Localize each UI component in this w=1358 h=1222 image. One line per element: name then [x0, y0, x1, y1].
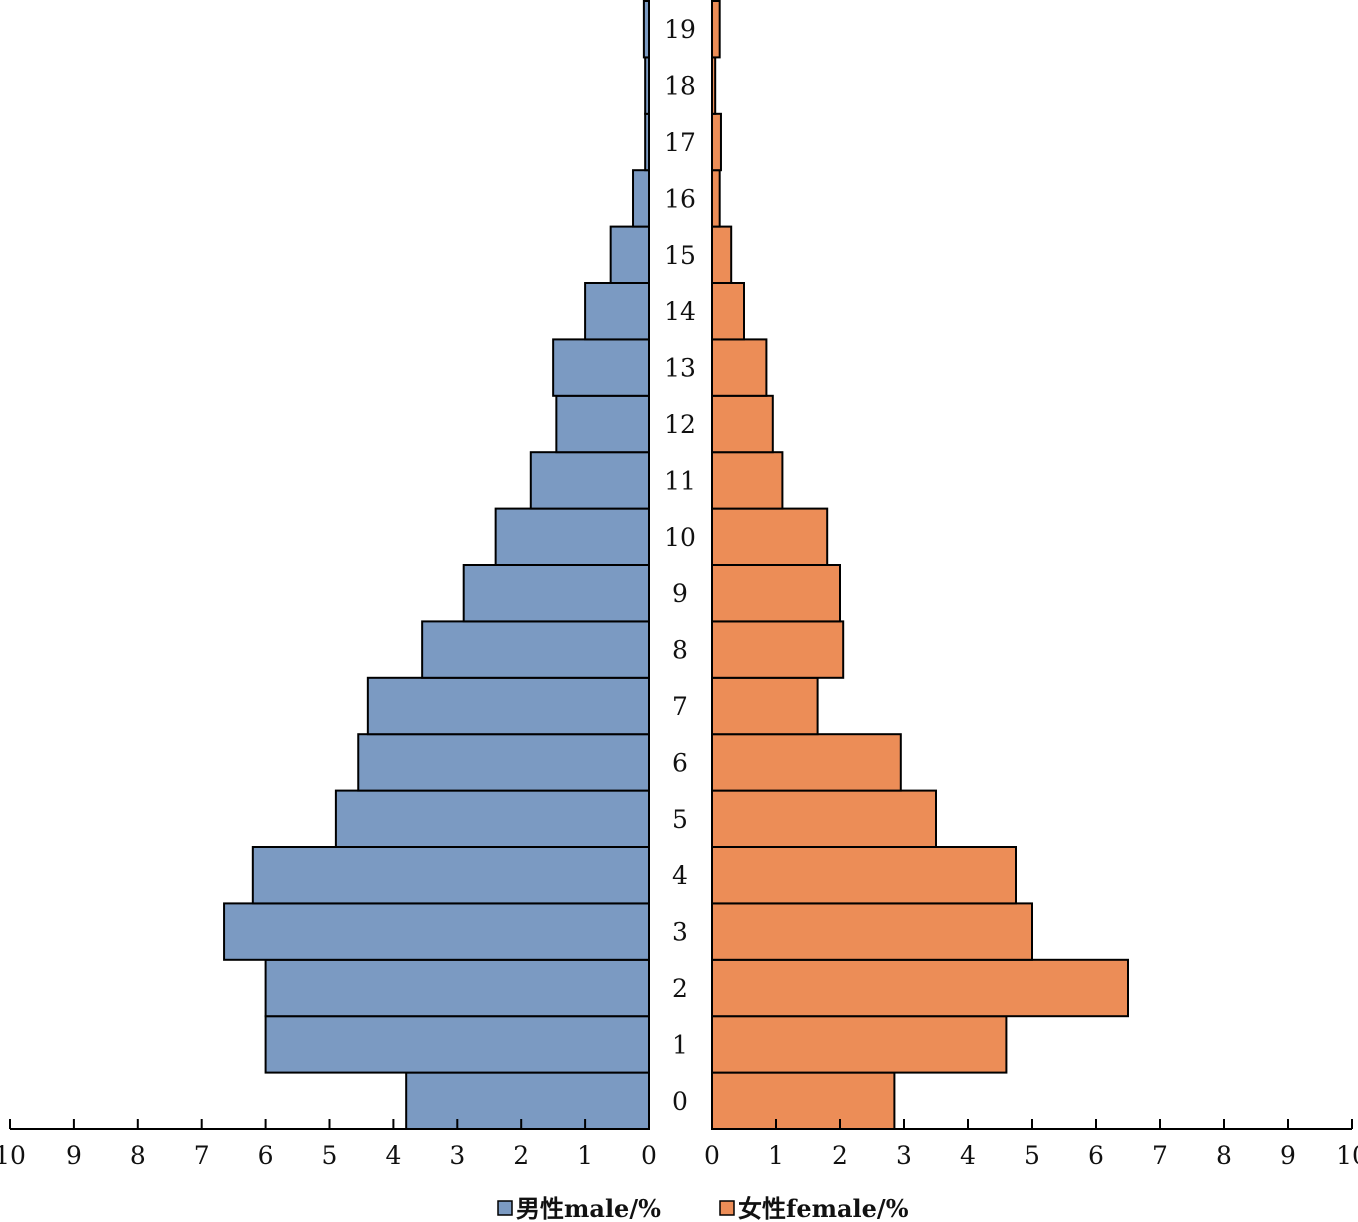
x-tick-label-male-6: 6: [258, 1141, 274, 1170]
age-label-1: 1: [672, 1030, 688, 1059]
female-bars: [711, 0, 1129, 1130]
male-bar-age-11: [529, 451, 650, 510]
x-tick-label-male-3: 3: [449, 1141, 465, 1170]
age-label-9: 9: [672, 579, 688, 608]
female-bar-age-1: [711, 1015, 1008, 1074]
male-bar-age-5: [334, 789, 650, 848]
legend-label-male: 男性male/%: [516, 1194, 661, 1222]
male-bar-age-1: [264, 1015, 650, 1074]
x-axis-female: 0 1 2 3 4 5 6 7 8 9 10: [704, 1119, 1358, 1170]
age-label-2: 2: [672, 974, 688, 1003]
female-bar-age-8: [711, 620, 845, 679]
male-bar-age-19: [642, 0, 651, 59]
male-bar-age-18: [644, 56, 651, 115]
age-label-8: 8: [672, 636, 688, 665]
x-tick-label-male-1: 1: [577, 1141, 593, 1170]
female-bar-age-0: [711, 1071, 896, 1130]
male-bar-age-14: [584, 282, 650, 341]
age-label-6: 6: [672, 748, 688, 777]
age-label-18: 18: [664, 72, 696, 101]
legend-label-female: 女性female/%: [738, 1194, 909, 1222]
legend: 男性male/% 女性female/%: [497, 1194, 909, 1222]
male-bar-age-0: [405, 1071, 650, 1130]
female-bar-age-12: [711, 394, 774, 454]
legend-swatch-male: [497, 1200, 513, 1216]
x-tick-label-female-10: 10: [1336, 1141, 1358, 1170]
age-label-4: 4: [672, 861, 688, 890]
female-bar-age-17: [711, 112, 722, 172]
female-bar-age-5: [711, 789, 937, 848]
female-bar-age-19: [711, 0, 721, 59]
female-bar-age-10: [711, 507, 829, 567]
female-bar-age-4: [711, 846, 1017, 905]
male-bar-age-16: [632, 169, 651, 228]
female-bar-age-6: [711, 733, 902, 792]
female-bar-age-16: [711, 169, 721, 228]
age-label-16: 16: [664, 184, 696, 213]
x-tick-label-male-9: 9: [66, 1141, 82, 1170]
male-bar-age-7: [366, 676, 650, 736]
age-label-0: 0: [672, 1087, 688, 1116]
male-bar-age-9: [462, 564, 650, 623]
female-bar-age-15: [711, 225, 733, 285]
male-bar-age-13: [552, 338, 651, 397]
male-bar-age-12: [555, 394, 650, 454]
male-bar-age-17: [644, 112, 651, 172]
age-label-17: 17: [664, 128, 696, 157]
age-label-10: 10: [664, 523, 696, 552]
male-bar-age-10: [494, 507, 651, 567]
male-bar-age-15: [609, 225, 650, 285]
age-label-12: 12: [664, 410, 696, 439]
x-tick-label-female-9: 9: [1280, 1141, 1296, 1170]
age-label-14: 14: [664, 297, 696, 326]
x-tick-label-female-1: 1: [768, 1141, 784, 1170]
age-label-5: 5: [672, 805, 688, 834]
x-tick-label-female-2: 2: [832, 1141, 848, 1170]
x-tick-label-female-7: 7: [1152, 1141, 1168, 1170]
age-label-11: 11: [664, 466, 696, 495]
x-tick-label-male-4: 4: [385, 1141, 401, 1170]
x-tick-label-male-8: 8: [130, 1141, 146, 1170]
x-tick-label-male-7: 7: [194, 1141, 210, 1170]
age-label-7: 7: [672, 692, 688, 721]
female-bar-age-3: [711, 902, 1033, 961]
x-tick-label-male-5: 5: [322, 1141, 338, 1170]
male-bar-age-6: [357, 733, 650, 792]
female-bar-age-7: [711, 676, 819, 736]
age-label-3: 3: [672, 918, 688, 947]
x-tick-label-female-0: 0: [704, 1141, 720, 1170]
male-bar-age-4: [251, 846, 650, 905]
female-bar-age-11: [711, 451, 784, 510]
female-bar-age-18: [711, 56, 717, 115]
x-tick-label-female-8: 8: [1216, 1141, 1232, 1170]
male-bar-age-3: [223, 902, 650, 961]
age-label-19: 19: [664, 15, 696, 44]
x-tick-label-female-4: 4: [960, 1141, 976, 1170]
female-bar-age-13: [711, 338, 768, 397]
x-tick-label-female-6: 6: [1088, 1141, 1104, 1170]
male-bar-age-2: [264, 958, 650, 1018]
female-bar-age-9: [711, 564, 841, 623]
male-bars: [223, 0, 651, 1130]
x-axis-male: 0 1 2 3 4 5 6 7 8 9 10: [0, 1119, 657, 1170]
legend-swatch-female: [719, 1200, 735, 1216]
x-tick-label-female-5: 5: [1024, 1141, 1040, 1170]
age-label-15: 15: [664, 241, 696, 270]
male-bar-age-8: [421, 620, 650, 679]
female-bar-age-14: [711, 282, 745, 341]
female-bar-age-2: [711, 958, 1129, 1018]
x-tick-label-female-3: 3: [896, 1141, 912, 1170]
age-label-13: 13: [664, 354, 696, 383]
x-tick-label-male-10: 10: [0, 1141, 26, 1170]
x-tick-label-male-0: 0: [641, 1141, 657, 1170]
x-tick-label-male-2: 2: [513, 1141, 529, 1170]
